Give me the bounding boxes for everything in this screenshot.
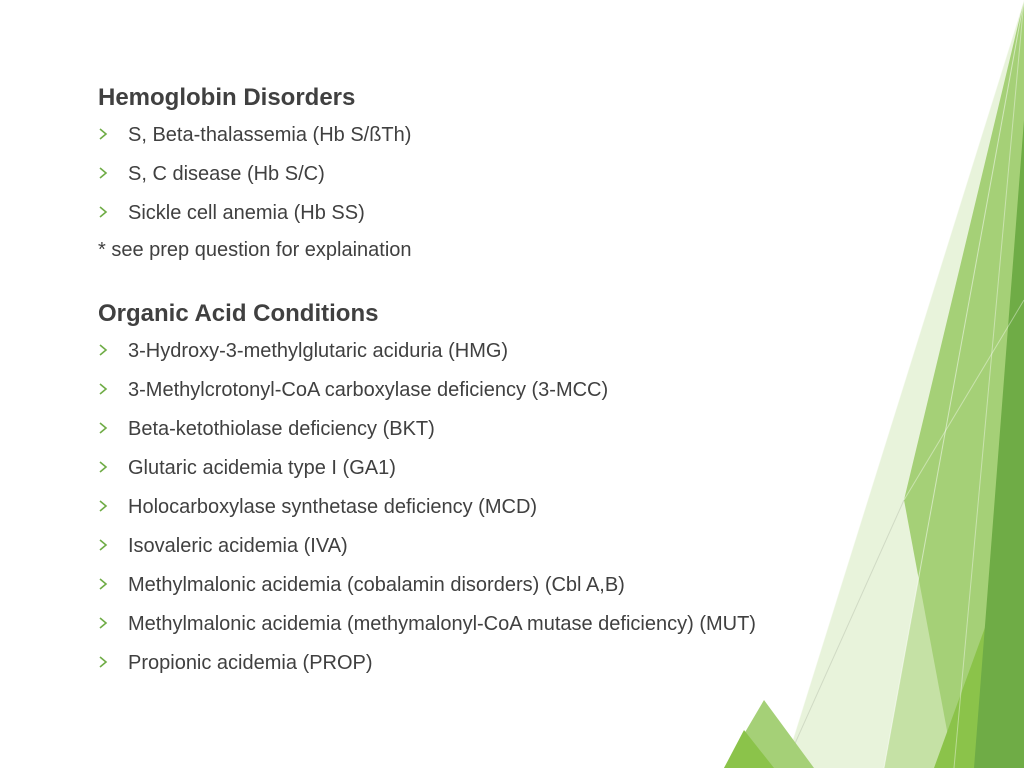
section1-title: Hemoglobin Disorders — [98, 84, 764, 112]
list-item-text: Isovaleric acidemia (IVA) — [128, 535, 348, 557]
list-item: Propionic acidemia (PROP) — [98, 650, 764, 677]
list-item-text: Methylmalonic acidemia (cobalamin disord… — [128, 574, 625, 596]
chevron-right-icon — [98, 422, 110, 434]
section1-note: * see prep question for explaination — [98, 239, 764, 262]
list-item-text: Propionic acidemia (PROP) — [128, 652, 373, 674]
chevron-right-icon — [98, 617, 110, 629]
list-item: Isovaleric acidemia (IVA) — [98, 533, 764, 560]
chevron-right-icon — [98, 206, 110, 218]
chevron-right-icon — [98, 656, 110, 668]
list-item-text: Methylmalonic acidemia (methymalonyl-CoA… — [128, 613, 756, 635]
list-item: Sickle cell anemia (Hb SS) — [98, 200, 764, 227]
chevron-right-icon — [98, 167, 110, 179]
section2-title: Organic Acid Conditions — [98, 300, 764, 328]
chevron-right-icon — [98, 461, 110, 473]
chevron-right-icon — [98, 383, 110, 395]
list-item-text: Sickle cell anemia (Hb SS) — [128, 202, 365, 224]
chevron-right-icon — [98, 500, 110, 512]
chevron-right-icon — [98, 344, 110, 356]
chevron-right-icon — [98, 578, 110, 590]
chevron-right-icon — [98, 128, 110, 140]
list-item: Holocarboxylase synthetase deficiency (M… — [98, 494, 764, 521]
chevron-right-icon — [98, 539, 110, 551]
list-item: 3-Hydroxy-3-methylglutaric aciduria (HMG… — [98, 338, 764, 365]
list-item: S, C disease (Hb S/C) — [98, 161, 764, 188]
list-item-text: Holocarboxylase synthetase deficiency (M… — [128, 496, 537, 518]
list-item-text: 3-Methylcrotonyl-CoA carboxylase deficie… — [128, 379, 608, 401]
list-item-text: Beta-ketothiolase deficiency (BKT) — [128, 418, 435, 440]
section2-list: 3-Hydroxy-3-methylglutaric aciduria (HMG… — [98, 338, 764, 677]
section1-list: S, Beta-thalassemia (Hb S/ßTh) S, C dise… — [98, 122, 764, 227]
list-item-text: S, C disease (Hb S/C) — [128, 163, 325, 185]
list-item: Methylmalonic acidemia (cobalamin disord… — [98, 572, 764, 599]
slide-content: Hemoglobin Disorders S, Beta-thalassemia… — [0, 0, 1024, 677]
list-item-text: S, Beta-thalassemia (Hb S/ßTh) — [128, 124, 411, 146]
list-item-text: Glutaric acidemia type I (GA1) — [128, 457, 396, 479]
list-item: S, Beta-thalassemia (Hb S/ßTh) — [98, 122, 764, 149]
list-item: Glutaric acidemia type I (GA1) — [98, 455, 764, 482]
list-item: Methylmalonic acidemia (methymalonyl-CoA… — [98, 611, 764, 638]
list-item-text: 3-Hydroxy-3-methylglutaric aciduria (HMG… — [128, 340, 508, 362]
list-item: Beta-ketothiolase deficiency (BKT) — [98, 416, 764, 443]
list-item: 3-Methylcrotonyl-CoA carboxylase deficie… — [98, 377, 764, 404]
